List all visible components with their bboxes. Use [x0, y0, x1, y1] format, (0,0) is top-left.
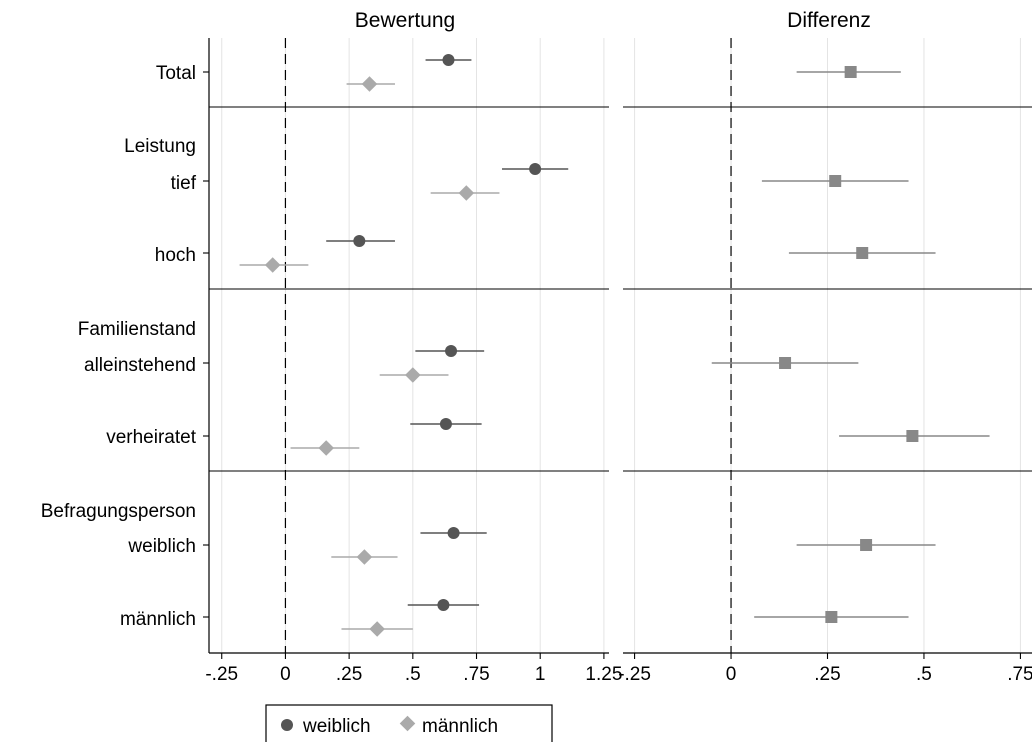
legend: weiblich männlich: [265, 704, 553, 742]
point-weiblich-hoch: [353, 235, 366, 247]
x-tick-label-differenz-4: .75: [1007, 664, 1032, 685]
x-tick-label-bewertung-6: 1.25: [585, 664, 622, 685]
legend-label-weiblich: weiblich: [302, 716, 371, 737]
point-weiblich-maennlich: [437, 599, 450, 611]
x-tick-label-differenz-2: .25: [814, 664, 840, 685]
point-weiblich-total: [442, 54, 455, 66]
panel-bewertung: -.25 0 .25 .5 .75 1 1.25: [203, 38, 622, 685]
point-weiblich-tief: [529, 163, 542, 175]
row-label-alleinstehend: alleinstehend: [84, 355, 196, 376]
point-differenz-weiblich: [860, 539, 873, 551]
point-weiblich-verheiratet: [439, 418, 452, 430]
group-label-befragungsperson: Befragungsperson: [41, 501, 196, 522]
x-tick-label-bewertung-0: -.25: [205, 664, 238, 685]
legend-box: [265, 704, 553, 742]
legend-marker-weiblich: [281, 719, 293, 731]
legend-label-maennlich: männlich: [422, 716, 498, 737]
x-tick-label-bewertung-1: 0: [280, 664, 291, 685]
point-differenz-alleinstehend: [779, 357, 792, 369]
point-differenz-maennlich: [825, 611, 838, 623]
row-label-hoch: hoch: [155, 245, 196, 266]
row-label-weiblich: weiblich: [127, 536, 196, 557]
point-weiblich-alleinstehend: [445, 345, 458, 357]
x-tick-label-differenz-0: -.25: [618, 664, 651, 685]
row-label-maennlich: männlich: [120, 609, 196, 630]
x-tick-label-bewertung-2: .25: [336, 664, 362, 685]
row-label-verheiratet: verheiratet: [106, 427, 196, 448]
x-tick-label-bewertung-5: 1: [535, 664, 546, 685]
panel-title-bewertung: Bewertung: [355, 9, 455, 32]
point-differenz-hoch: [856, 247, 869, 259]
point-männlich-tief: [458, 185, 475, 201]
group-label-familienstand: Familienstand: [78, 319, 196, 340]
row-label-total: Total: [156, 63, 196, 84]
panel-title-differenz: Differenz: [787, 9, 871, 32]
point-differenz-tief: [829, 175, 842, 187]
x-tick-label-differenz-3: .5: [916, 664, 932, 685]
point-weiblich-weiblich: [447, 527, 460, 539]
x-tick-label-bewertung-3: .5: [405, 664, 421, 685]
row-labels: Total Leistung tief hoch Familienstand a…: [41, 63, 197, 630]
x-tick-label-differenz-1: 0: [726, 664, 737, 685]
group-label-leistung: Leistung: [124, 136, 196, 157]
x-tick-label-bewertung-4: .75: [463, 664, 489, 685]
point-differenz-verheiratet: [906, 430, 919, 442]
row-label-tief: tief: [171, 173, 197, 194]
panel-differenz: -.25 0 .25 .5 .75: [618, 38, 1032, 685]
point-differenz-total: [844, 66, 857, 78]
